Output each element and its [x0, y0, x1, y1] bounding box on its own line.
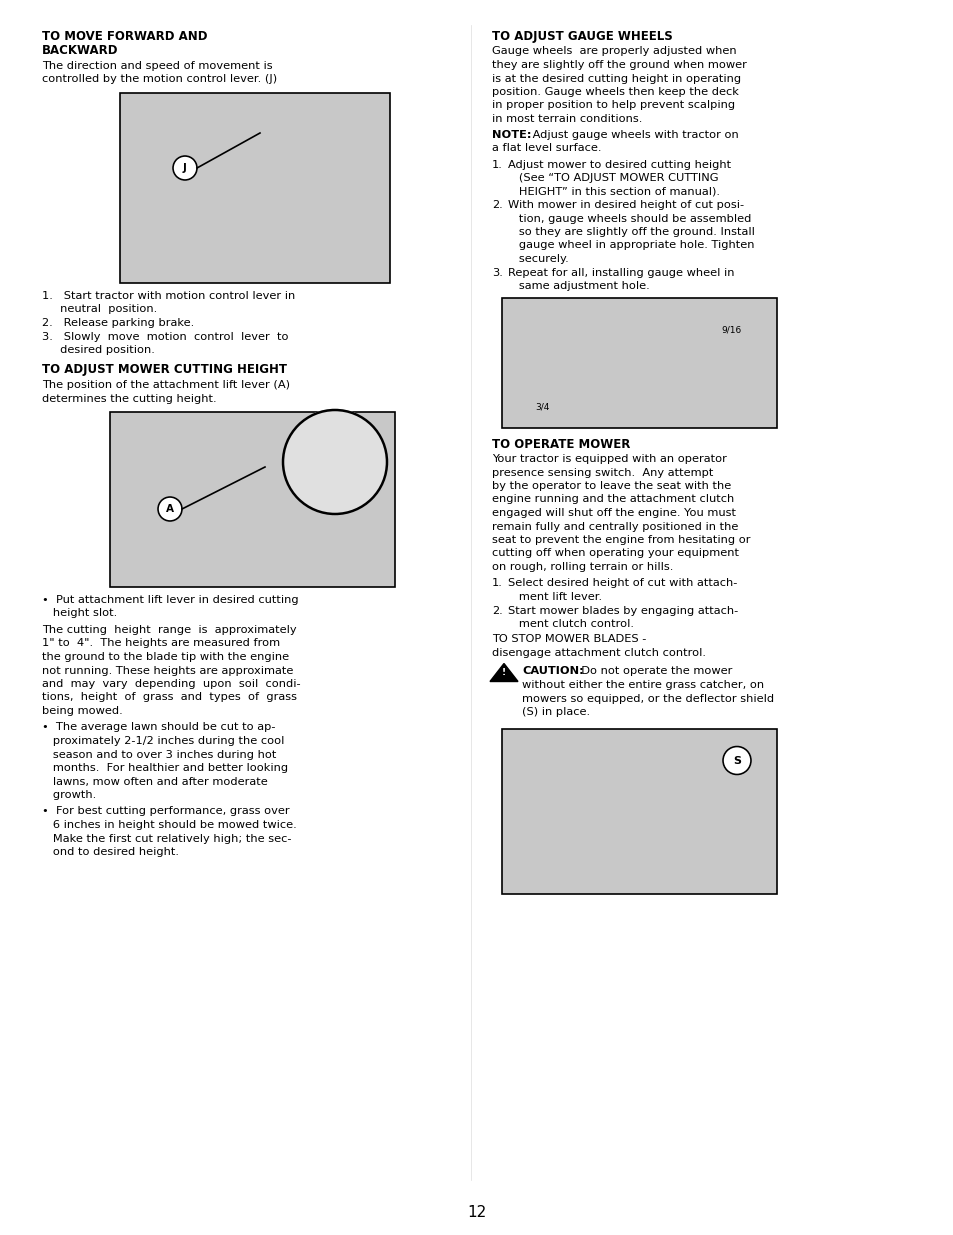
Text: engaged will shut off the engine. You must: engaged will shut off the engine. You mu… — [492, 508, 735, 517]
Text: growth.: growth. — [42, 790, 96, 800]
Text: on rough, rolling terrain or hills.: on rough, rolling terrain or hills. — [492, 562, 673, 572]
Text: seat to prevent the engine from hesitating or: seat to prevent the engine from hesitati… — [492, 535, 750, 545]
Text: CAUTION:: CAUTION: — [521, 667, 583, 677]
Text: (S) in place.: (S) in place. — [521, 706, 590, 718]
Text: !: ! — [501, 668, 505, 677]
Text: same adjustment hole.: same adjustment hole. — [507, 282, 649, 291]
Text: a flat level surface.: a flat level surface. — [492, 143, 601, 153]
Text: cutting off when operating your equipment: cutting off when operating your equipmen… — [492, 548, 739, 558]
Text: 9/16: 9/16 — [721, 326, 741, 335]
Text: tion, gauge wheels should be assembled: tion, gauge wheels should be assembled — [507, 214, 751, 224]
Text: The position of the attachment lift lever (A): The position of the attachment lift leve… — [42, 380, 290, 390]
Text: engine running and the attachment clutch: engine running and the attachment clutch — [492, 494, 734, 505]
Text: Adjust mower to desired cutting height: Adjust mower to desired cutting height — [507, 159, 730, 169]
Text: 3.   Slowly  move  motion  control  lever  to: 3. Slowly move motion control lever to — [42, 331, 288, 342]
Bar — [110, 412, 395, 587]
Text: Repeat for all, installing gauge wheel in: Repeat for all, installing gauge wheel i… — [507, 268, 734, 278]
Circle shape — [172, 156, 196, 180]
Text: 2.: 2. — [492, 605, 502, 615]
Text: Gauge wheels  are properly adjusted when: Gauge wheels are properly adjusted when — [492, 47, 736, 57]
Text: 3/4: 3/4 — [535, 403, 549, 411]
Text: Start mower blades by engaging attach-: Start mower blades by engaging attach- — [507, 605, 738, 615]
Text: J: J — [183, 163, 187, 173]
Text: being mowed.: being mowed. — [42, 706, 123, 716]
Text: by the operator to leave the seat with the: by the operator to leave the seat with t… — [492, 480, 731, 492]
Text: 12: 12 — [467, 1205, 486, 1220]
Text: The direction and speed of movement is: The direction and speed of movement is — [42, 61, 273, 70]
Text: disengage attachment clutch control.: disengage attachment clutch control. — [492, 648, 705, 658]
Circle shape — [158, 496, 182, 521]
Text: so they are slightly off the ground. Install: so they are slightly off the ground. Ins… — [507, 227, 754, 237]
Bar — [501, 298, 776, 427]
Text: ond to desired height.: ond to desired height. — [42, 847, 179, 857]
Text: TO OPERATE MOWER: TO OPERATE MOWER — [492, 437, 630, 451]
Text: NOTE:: NOTE: — [492, 130, 531, 140]
Text: 1.: 1. — [492, 578, 502, 589]
Text: neutral  position.: neutral position. — [42, 305, 157, 315]
Text: Adjust gauge wheels with tractor on: Adjust gauge wheels with tractor on — [529, 130, 738, 140]
Text: proximately 2-1/2 inches during the cool: proximately 2-1/2 inches during the cool — [42, 736, 284, 746]
Text: height slot.: height slot. — [42, 609, 117, 619]
Circle shape — [722, 746, 750, 774]
Text: tions,  height  of  grass  and  types  of  grass: tions, height of grass and types of gras… — [42, 693, 296, 703]
Text: 2.: 2. — [492, 200, 502, 210]
Text: ment clutch control.: ment clutch control. — [507, 619, 634, 629]
Text: without either the entire grass catcher, on: without either the entire grass catcher,… — [521, 680, 763, 690]
Text: Do not operate the mower: Do not operate the mower — [574, 667, 732, 677]
Text: determines the cutting height.: determines the cutting height. — [42, 394, 216, 404]
Bar — [501, 729, 776, 893]
Bar — [120, 93, 390, 283]
Text: remain fully and centrally positioned in the: remain fully and centrally positioned in… — [492, 521, 738, 531]
Text: TO ADJUST GAUGE WHEELS: TO ADJUST GAUGE WHEELS — [492, 30, 672, 43]
Text: BACKWARD: BACKWARD — [42, 44, 118, 58]
Text: S: S — [732, 756, 740, 766]
Text: they are slightly off the ground when mower: they are slightly off the ground when mo… — [492, 61, 746, 70]
Text: controlled by the motion control lever. (J): controlled by the motion control lever. … — [42, 74, 276, 84]
Text: gauge wheel in appropriate hole. Tighten: gauge wheel in appropriate hole. Tighten — [507, 241, 754, 251]
Text: 1" to  4".  The heights are measured from: 1" to 4". The heights are measured from — [42, 638, 280, 648]
Polygon shape — [490, 663, 517, 682]
Text: is at the desired cutting height in operating: is at the desired cutting height in oper… — [492, 74, 740, 84]
Text: and  may  vary  depending  upon  soil  condi-: and may vary depending upon soil condi- — [42, 679, 300, 689]
Text: A: A — [166, 504, 173, 514]
Text: months.  For healthier and better looking: months. For healthier and better looking — [42, 763, 288, 773]
Text: TO ADJUST MOWER CUTTING HEIGHT: TO ADJUST MOWER CUTTING HEIGHT — [42, 363, 287, 377]
Text: 1.   Start tractor with motion control lever in: 1. Start tractor with motion control lev… — [42, 291, 294, 301]
Text: (See “TO ADJUST MOWER CUTTING: (See “TO ADJUST MOWER CUTTING — [507, 173, 718, 183]
Text: Make the first cut relatively high; the sec-: Make the first cut relatively high; the … — [42, 834, 292, 844]
Text: Select desired height of cut with attach-: Select desired height of cut with attach… — [507, 578, 737, 589]
Text: •  Put attachment lift lever in desired cutting: • Put attachment lift lever in desired c… — [42, 595, 298, 605]
Text: TO MOVE FORWARD AND: TO MOVE FORWARD AND — [42, 30, 208, 43]
Text: •  The average lawn should be cut to ap-: • The average lawn should be cut to ap- — [42, 722, 275, 732]
Text: 2.   Release parking brake.: 2. Release parking brake. — [42, 317, 194, 329]
Text: not running. These heights are approximate: not running. These heights are approxima… — [42, 666, 294, 676]
Circle shape — [283, 410, 387, 514]
Text: Your tractor is equipped with an operator: Your tractor is equipped with an operato… — [492, 454, 726, 464]
Text: TO STOP MOWER BLADES -: TO STOP MOWER BLADES - — [492, 635, 646, 645]
Text: ment lift lever.: ment lift lever. — [507, 592, 601, 601]
Text: position. Gauge wheels then keep the deck: position. Gauge wheels then keep the dec… — [492, 86, 739, 98]
Text: •  For best cutting performance, grass over: • For best cutting performance, grass ov… — [42, 806, 290, 816]
Text: presence sensing switch.  Any attempt: presence sensing switch. Any attempt — [492, 468, 713, 478]
Text: in proper position to help prevent scalping: in proper position to help prevent scalp… — [492, 100, 735, 110]
Text: 1.: 1. — [492, 159, 502, 169]
Text: season and to over 3 inches during hot: season and to over 3 inches during hot — [42, 750, 276, 760]
Text: the ground to the blade tip with the engine: the ground to the blade tip with the eng… — [42, 652, 289, 662]
Text: With mower in desired height of cut posi-: With mower in desired height of cut posi… — [507, 200, 743, 210]
Text: in most terrain conditions.: in most terrain conditions. — [492, 114, 641, 124]
Text: HEIGHT” in this section of manual).: HEIGHT” in this section of manual). — [507, 186, 720, 196]
Text: 3.: 3. — [492, 268, 502, 278]
Text: securely.: securely. — [507, 254, 568, 264]
Text: mowers so equipped, or the deflector shield: mowers so equipped, or the deflector shi… — [521, 694, 773, 704]
Text: lawns, mow often and after moderate: lawns, mow often and after moderate — [42, 777, 268, 787]
Text: desired position.: desired position. — [42, 345, 154, 354]
Text: 6 inches in height should be mowed twice.: 6 inches in height should be mowed twice… — [42, 820, 296, 830]
Text: The cutting  height  range  is  approximately: The cutting height range is approximatel… — [42, 625, 296, 635]
